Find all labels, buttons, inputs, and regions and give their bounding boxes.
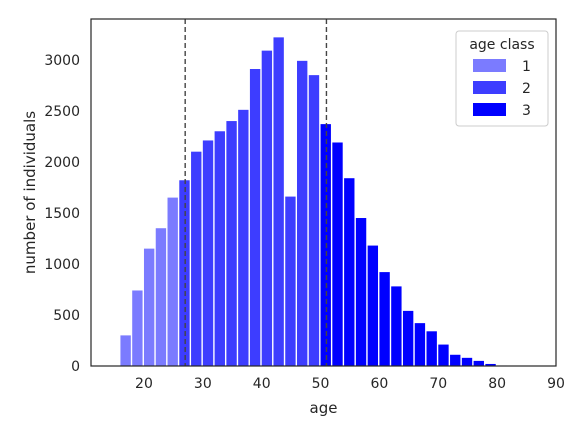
bar-class-3 bbox=[461, 357, 473, 366]
bar-class-2 bbox=[191, 151, 202, 366]
bar-class-2 bbox=[179, 180, 190, 366]
legend-label-1: 1 bbox=[522, 59, 531, 75]
plot-frame bbox=[90, 18, 557, 367]
bar-class-3 bbox=[485, 363, 496, 366]
x-tick-label: 20 bbox=[135, 376, 153, 392]
bar-class-2 bbox=[261, 50, 273, 366]
bar-class-1 bbox=[143, 248, 155, 366]
bar-class-3 bbox=[450, 354, 461, 366]
y-tick-label: 500 bbox=[53, 308, 80, 324]
bar-class-2 bbox=[285, 196, 296, 366]
bar-class-3 bbox=[391, 286, 402, 366]
legend-label-3: 3 bbox=[522, 103, 531, 119]
x-tick-label: 30 bbox=[194, 376, 212, 392]
legend-box bbox=[455, 30, 549, 127]
y-tick-label: 1000 bbox=[44, 257, 80, 273]
bar-class-2 bbox=[226, 121, 237, 366]
y-tick-label: 1500 bbox=[44, 206, 80, 222]
legend-title: age class bbox=[469, 37, 534, 53]
bar-class-2 bbox=[202, 140, 214, 366]
bar-class-3 bbox=[426, 331, 437, 366]
bar-class-3 bbox=[344, 178, 355, 366]
bar-class-2 bbox=[249, 69, 261, 367]
legend-swatch-3 bbox=[473, 103, 506, 116]
vlines-layer bbox=[184, 19, 328, 366]
bar-class-1 bbox=[132, 290, 143, 366]
bar-class-3 bbox=[402, 310, 414, 366]
legend-label-2: 2 bbox=[522, 81, 531, 97]
bar-class-3 bbox=[414, 323, 426, 366]
x-tick-label: 40 bbox=[253, 376, 271, 392]
x-tick-label: 60 bbox=[371, 376, 389, 392]
bar-class-3 bbox=[473, 360, 484, 366]
x-tick-label: 50 bbox=[312, 376, 330, 392]
legend-swatch-1 bbox=[473, 59, 506, 72]
y-tick-label: 0 bbox=[71, 359, 80, 375]
bar-class-2 bbox=[214, 131, 225, 366]
x-tick-label: 90 bbox=[547, 376, 565, 392]
bar-class-3 bbox=[367, 245, 379, 366]
y-axis-label: number of individuals bbox=[21, 111, 39, 274]
bar-class-1 bbox=[167, 197, 178, 366]
x-tick-label: 80 bbox=[488, 376, 506, 392]
legend-items: 1 2 3 bbox=[473, 59, 531, 119]
y-ticks: 0 500 1000 1500 2000 2500 3000 bbox=[44, 53, 80, 375]
legend-swatch-2 bbox=[473, 81, 506, 94]
bars-layer bbox=[120, 37, 508, 367]
bar-class-1 bbox=[120, 335, 131, 366]
y-tick-label: 2000 bbox=[44, 155, 80, 171]
legend: age class 1 2 3 bbox=[455, 30, 549, 127]
y-tick-label: 3000 bbox=[44, 53, 80, 69]
bar-class-3 bbox=[438, 344, 449, 366]
y-tick-label: 2500 bbox=[44, 104, 80, 120]
x-axis-label: age bbox=[310, 399, 338, 417]
x-tick-label: 70 bbox=[429, 376, 447, 392]
bar-class-2 bbox=[273, 37, 284, 367]
bar-class-3 bbox=[355, 218, 367, 366]
bar-class-2 bbox=[297, 60, 308, 366]
bar-class-1 bbox=[155, 228, 167, 366]
bar-class-3 bbox=[379, 272, 390, 366]
bar-class-2 bbox=[238, 109, 249, 367]
bar-class-3 bbox=[332, 142, 343, 366]
bar-class-2 bbox=[308, 75, 320, 366]
x-ticks: 20 30 40 50 60 70 80 90 bbox=[135, 376, 565, 392]
